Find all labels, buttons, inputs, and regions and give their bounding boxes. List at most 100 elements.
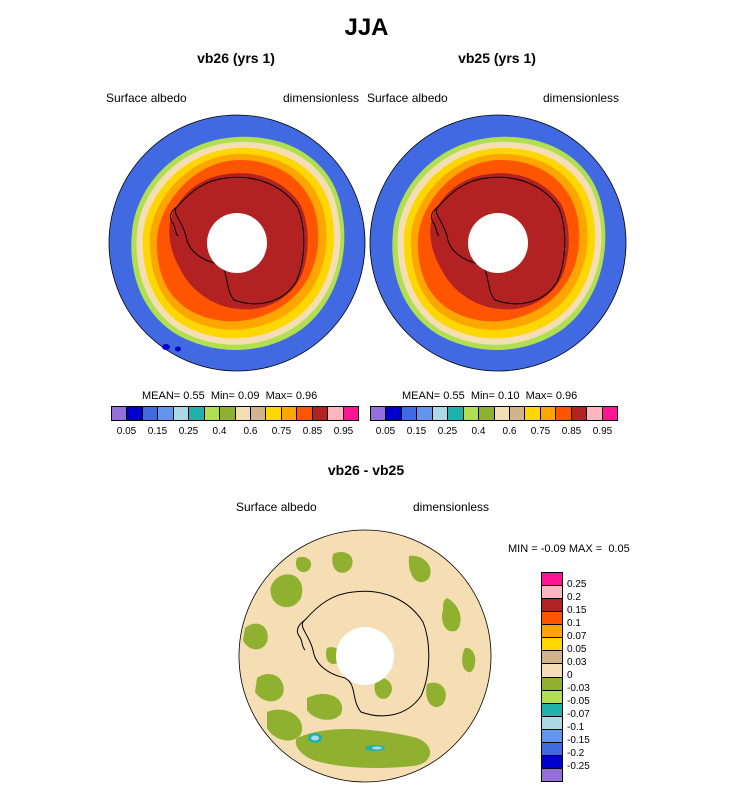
colorbar-swatch — [158, 407, 174, 420]
colorbar-tick-label: -0.2 — [567, 748, 585, 759]
colorbar-swatch — [297, 407, 313, 420]
colorbar-tick-label: 0.25 — [178, 426, 199, 437]
colorbar-swatch — [571, 407, 588, 420]
panel-1-map — [108, 114, 366, 372]
panel-2-title: vb25 (yrs 1) — [458, 50, 536, 66]
colorbar-tick-label: 0.05 — [567, 644, 587, 655]
colorbar-tick-label: 0.15 — [567, 605, 587, 616]
colorbar-tick-label: 0.25 — [567, 579, 587, 590]
colorbar-swatch — [371, 407, 387, 420]
colorbar-tick-label: 0.95 — [333, 426, 354, 437]
colorbar-swatch — [189, 407, 205, 420]
panel-2-colorbar-labels: 0.05 0.15 0.25 0.4 0.6 0.75 0.85 0.95 — [370, 426, 618, 438]
colorbar-swatch — [542, 742, 562, 756]
colorbar-swatch — [602, 407, 617, 420]
colorbar-swatch — [142, 407, 159, 420]
colorbar-tick-label: 0 — [567, 670, 573, 681]
colorbar-swatch — [542, 755, 562, 769]
colorbar-swatch — [542, 664, 562, 678]
colorbar-tick-label: -0.1 — [567, 722, 585, 733]
colorbar-tick-label: 0.75 — [530, 426, 551, 437]
colorbar-tick-label: 0.85 — [302, 426, 323, 437]
colorbar-swatch — [250, 407, 267, 420]
colorbar-swatch — [525, 407, 541, 420]
panel-2-variable: Surface albedo — [367, 91, 448, 105]
panel-2-colorbar — [370, 406, 618, 421]
colorbar-swatch — [112, 407, 128, 420]
colorbar-swatch — [542, 716, 562, 730]
colorbar-swatch — [509, 407, 526, 420]
colorbar-swatch — [494, 407, 510, 420]
colorbar-tick-label: 0.85 — [561, 426, 582, 437]
panel-2-stats: MEAN= 0.55 Min= 0.10 Max= 0.96 — [402, 390, 578, 402]
panel-2-map — [369, 114, 627, 372]
colorbar-tick-label: 0.4 — [212, 426, 227, 437]
colorbar-swatch — [463, 407, 480, 420]
panel-1-units: dimensionless — [283, 91, 360, 105]
colorbar-swatch — [542, 677, 562, 691]
colorbar-swatch — [587, 407, 603, 420]
colorbar-tick-label: 0.03 — [567, 657, 587, 668]
colorbar-tick-label: 0.1 — [567, 618, 581, 629]
figure-title: JJA — [344, 14, 389, 41]
diff-colorbar — [541, 572, 563, 782]
colorbar-swatch — [343, 407, 358, 420]
colorbar-tick-label: 0.75 — [271, 426, 292, 437]
colorbar-swatch — [479, 407, 495, 420]
colorbar-tick-label: 0.25 — [437, 426, 458, 437]
colorbar-swatch — [417, 407, 433, 420]
panel-1-colorbar-labels: 0.05 0.15 0.25 0.4 0.6 0.75 0.85 0.95 — [111, 426, 359, 438]
colorbar-tick-label: 0.07 — [567, 631, 587, 642]
colorbar-tick-label: 0.05 — [116, 426, 137, 437]
colorbar-swatch — [542, 586, 562, 600]
panel-1-title: vb26 (yrs 1) — [197, 50, 275, 66]
panel-1-variable: Surface albedo — [106, 91, 187, 105]
colorbar-swatch — [542, 599, 562, 613]
colorbar-swatch — [204, 407, 221, 420]
colorbar-swatch — [127, 407, 143, 420]
diff-stats: MIN = -0.09 MAX = 0.05 — [508, 543, 630, 555]
diff-map — [238, 529, 492, 783]
colorbar-swatch — [312, 407, 329, 420]
colorbar-swatch — [542, 690, 562, 704]
colorbar-swatch — [386, 407, 402, 420]
diff-units: dimensionless — [413, 500, 490, 514]
colorbar-tick-label: 0.05 — [375, 426, 396, 437]
colorbar-tick-label: 0.2 — [567, 592, 581, 603]
diff-colorbar-labels: 0.25 0.2 0.15 0.1 0.07 0.05 0.03 0 -0.03 -0.05 -0.… — [567, 572, 607, 782]
colorbar-tick-label: 0.6 — [243, 426, 258, 437]
colorbar-tick-label: 0.95 — [592, 426, 613, 437]
colorbar-tick-label: -0.15 — [567, 735, 590, 746]
colorbar-swatch — [542, 638, 562, 652]
colorbar-swatch — [542, 703, 562, 717]
colorbar-swatch — [401, 407, 418, 420]
panel-1-colorbar — [111, 406, 359, 421]
colorbar-swatch — [173, 407, 190, 420]
colorbar-swatch — [542, 729, 562, 743]
colorbar-swatch — [235, 407, 251, 420]
colorbar-swatch — [542, 612, 562, 626]
colorbar-swatch — [542, 768, 562, 781]
colorbar-tick-label: 0.15 — [406, 426, 427, 437]
colorbar-swatch — [540, 407, 557, 420]
panel-1-stats: MEAN= 0.55 Min= 0.09 Max= 0.96 — [142, 390, 318, 402]
colorbar-swatch — [542, 651, 562, 665]
colorbar-swatch — [281, 407, 298, 420]
colorbar-swatch — [432, 407, 449, 420]
colorbar-swatch — [542, 625, 562, 639]
colorbar-swatch — [448, 407, 464, 420]
colorbar-swatch — [328, 407, 344, 420]
colorbar-tick-label: -0.03 — [567, 683, 590, 694]
diff-title: vb26 - vb25 — [327, 462, 405, 478]
colorbar-swatch — [220, 407, 236, 420]
colorbar-tick-label: -0.05 — [567, 696, 590, 707]
colorbar-swatch — [542, 573, 562, 587]
colorbar-tick-label: 0.15 — [147, 426, 168, 437]
diff-variable: Surface albedo — [236, 500, 317, 514]
colorbar-swatch — [556, 407, 572, 420]
colorbar-tick-label: 0.4 — [471, 426, 486, 437]
colorbar-tick-label: -0.25 — [567, 761, 590, 772]
colorbar-tick-label: -0.07 — [567, 709, 590, 720]
colorbar-swatch — [266, 407, 282, 420]
panel-2-units: dimensionless — [543, 91, 620, 105]
